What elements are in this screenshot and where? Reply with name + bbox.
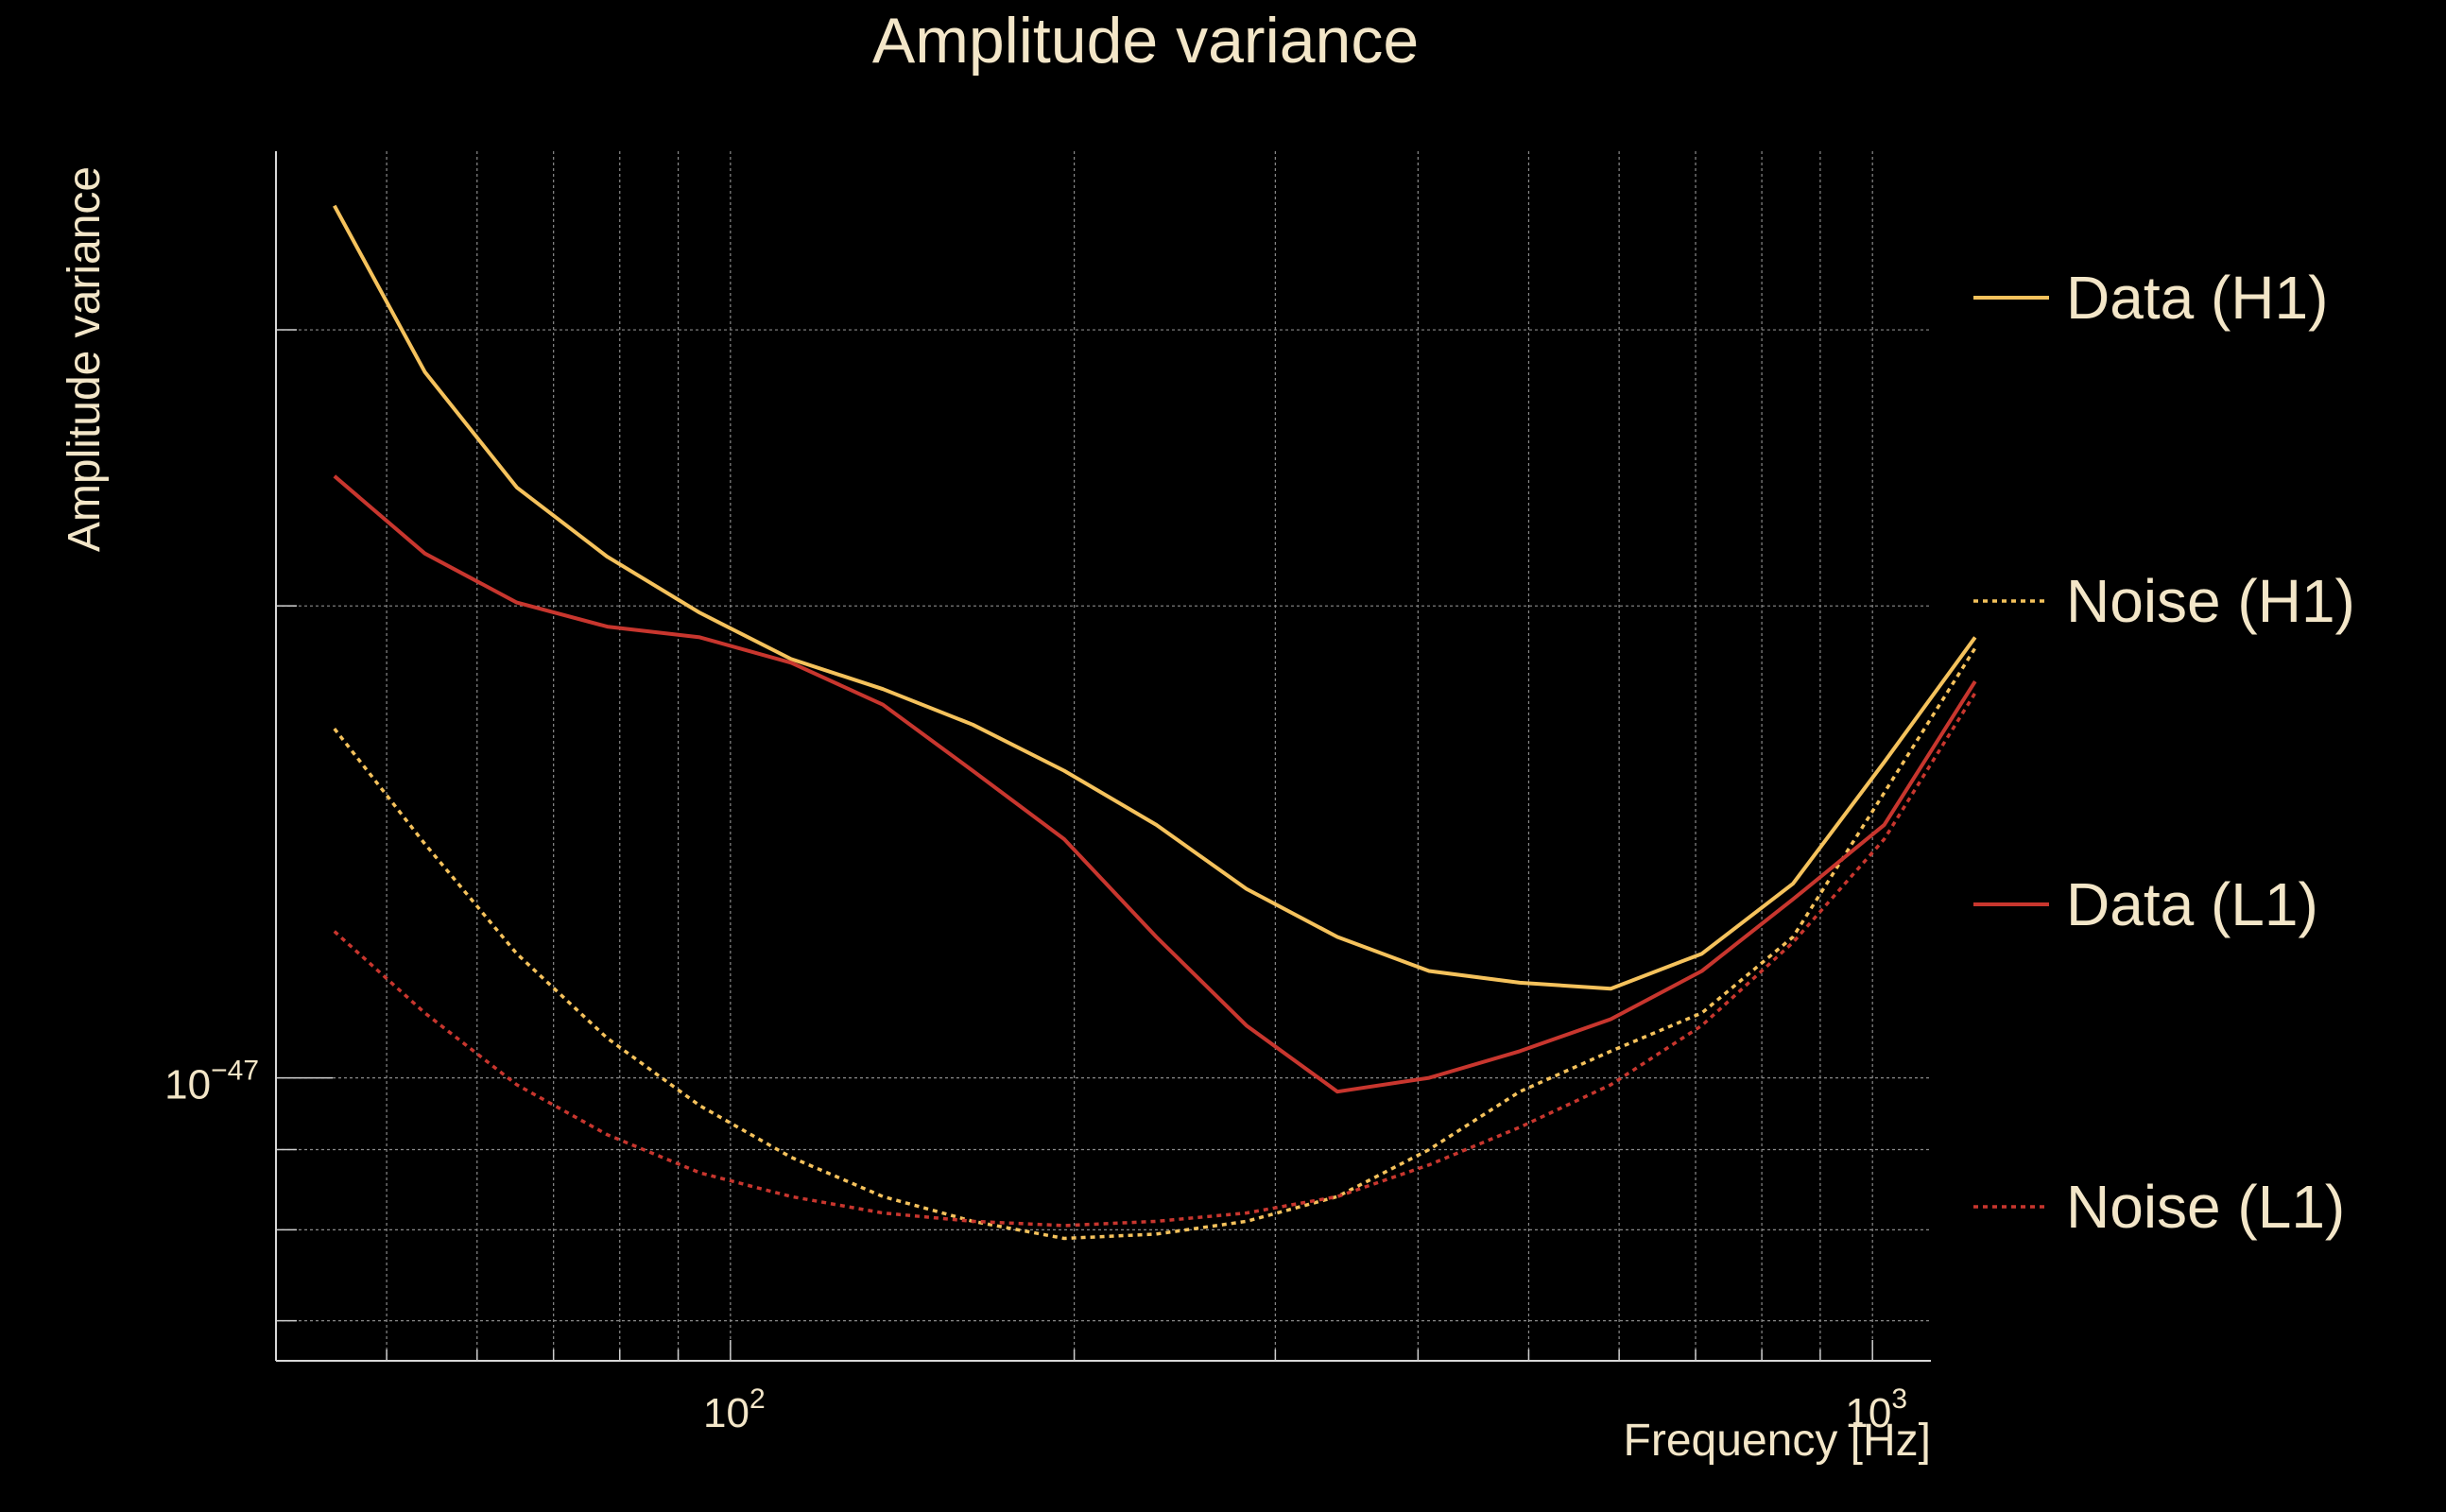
y-tick-label: 10−47 [164,1056,259,1108]
legend-label-data-l1: Data (L1) [2066,870,2318,938]
series-line-data-h1 [333,204,1977,991]
x-tick-label: 103 [1845,1383,1907,1436]
tick-labels: 102 103 10−47 [164,1056,1907,1436]
series-line-noise-l1 [333,692,1977,1228]
legend-label-data-h1: Data (H1) [2066,264,2328,332]
series-group [333,204,1977,1241]
chart-title: Amplitude variance [872,5,1419,77]
legend-label-noise-h1: Noise (H1) [2066,567,2355,635]
x-axis-label: Frequency [Hz] [1624,1416,1931,1466]
x-tick-label: 102 [703,1383,766,1436]
axes [275,151,1931,1362]
series-line-data-l1 [333,474,1977,1094]
grid [275,151,1931,1361]
legend-label-noise-l1: Noise (L1) [2066,1173,2345,1241]
legend: Data (H1) Noise (H1) Data (L1) Noise (L1) [1973,264,2355,1241]
y-axis-label: Amplitude variance [60,166,110,552]
